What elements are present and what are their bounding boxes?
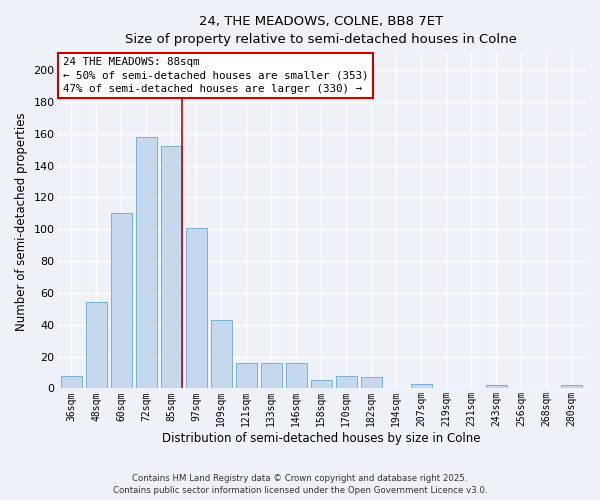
Bar	[361, 378, 382, 388]
Bar	[260, 363, 282, 388]
Bar	[286, 363, 307, 388]
X-axis label: Distribution of semi-detached houses by size in Colne: Distribution of semi-detached houses by …	[162, 432, 481, 445]
Bar	[311, 380, 332, 388]
Bar	[136, 137, 157, 388]
Bar	[560, 385, 582, 388]
Bar	[335, 376, 357, 388]
Y-axis label: Number of semi-detached properties: Number of semi-detached properties	[15, 112, 28, 330]
Text: Contains HM Land Registry data © Crown copyright and database right 2025.
Contai: Contains HM Land Registry data © Crown c…	[113, 474, 487, 495]
Bar	[236, 363, 257, 388]
Bar	[161, 146, 182, 388]
Bar	[86, 302, 107, 388]
Bar	[211, 320, 232, 388]
Text: 24 THE MEADOWS: 88sqm
← 50% of semi-detached houses are smaller (353)
47% of sem: 24 THE MEADOWS: 88sqm ← 50% of semi-deta…	[63, 58, 368, 94]
Bar	[61, 376, 82, 388]
Bar	[110, 214, 132, 388]
Title: 24, THE MEADOWS, COLNE, BB8 7ET
Size of property relative to semi-detached house: 24, THE MEADOWS, COLNE, BB8 7ET Size of …	[125, 15, 517, 46]
Bar	[410, 384, 432, 388]
Bar	[485, 385, 507, 388]
Bar	[185, 228, 207, 388]
